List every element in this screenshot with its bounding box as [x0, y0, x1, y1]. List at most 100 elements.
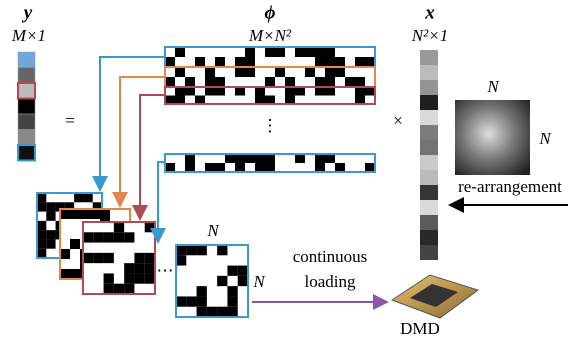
matrix-cell: [185, 77, 195, 87]
matrix-cell: [255, 96, 265, 105]
pattern-cell: [197, 286, 207, 296]
pattern-cell: [70, 269, 80, 279]
matrix-cell: [315, 87, 325, 96]
pattern-cell: [227, 286, 237, 296]
matrix-cell: [175, 87, 185, 96]
matrix-cell: [245, 154, 255, 163]
x-cell: [420, 80, 438, 95]
matrix-cell: [235, 57, 245, 67]
phi-symbol: ϕ: [265, 2, 276, 23]
pattern-dots: ⋯: [157, 261, 174, 280]
pattern-cell: [124, 263, 134, 273]
matrix-cell: [175, 67, 185, 77]
matrix-cell: [265, 77, 275, 87]
pattern-cell: [227, 296, 237, 306]
x-symbol: x: [424, 2, 435, 23]
x-cell: [420, 170, 438, 185]
matrix-cell: [245, 47, 255, 57]
matrix-cell: [265, 154, 275, 163]
matrix-cell: [165, 163, 175, 172]
pattern-cell: [134, 273, 144, 283]
pattern-cell: [145, 253, 155, 263]
pattern-cell: [145, 263, 155, 273]
pattern-cell: [145, 222, 155, 232]
matrix-cell: [295, 47, 305, 57]
x-cell: [420, 125, 438, 140]
pattern-cell: [74, 193, 83, 202]
matrix-cell: [255, 163, 265, 172]
pattern-cell: [104, 273, 114, 283]
matrix-cell: [195, 96, 205, 105]
page: {"y_vector":{"symbol":"y","size":"M×1"},…: [0, 0, 571, 344]
pattern-cell: [60, 249, 70, 259]
pattern-cell: [124, 232, 134, 242]
pattern-cell: [186, 245, 196, 255]
pattern-cell: [114, 284, 124, 294]
pattern-n-top: N: [206, 221, 220, 240]
image-n-right: N: [538, 129, 552, 148]
matrix-cell: [345, 77, 355, 87]
matrix-cell: [205, 77, 215, 87]
pattern-cell: [80, 209, 90, 219]
matrix-cell: [355, 77, 365, 87]
y-cell: [18, 114, 35, 130]
pattern-cell: [46, 239, 55, 248]
matrix-cell: [355, 87, 365, 96]
matrix-cell: [355, 57, 365, 67]
pattern-cell: [37, 193, 46, 202]
pattern-cell: [60, 269, 70, 279]
pattern-cell: [46, 202, 55, 211]
matrix-cell: [275, 47, 285, 57]
loading-line2: loading: [305, 272, 356, 291]
equals: =: [65, 111, 75, 130]
matrix-cell: [365, 163, 375, 172]
matrix-cell: [315, 47, 325, 57]
pattern-cell: [238, 276, 248, 286]
matrix-cell: [335, 67, 345, 77]
matrix-cell: [325, 154, 335, 163]
matrix-cell: [245, 67, 255, 77]
matrix-cell: [305, 67, 315, 77]
pattern-cell: [186, 296, 196, 306]
pattern-cell: [93, 232, 103, 242]
pattern-cell: [37, 221, 46, 230]
y-cell: [18, 99, 35, 115]
image-n-top: N: [486, 77, 500, 96]
matrix-cell: [235, 87, 245, 96]
dmd-label: DMD: [400, 319, 440, 338]
pattern-cell: [217, 245, 227, 255]
x-cell: [420, 230, 438, 245]
matrix-cell: [265, 47, 275, 57]
x-cell: [420, 185, 438, 200]
x-cell: [420, 140, 438, 155]
matrix-cell: [335, 163, 345, 172]
y-symbol: y: [22, 2, 33, 23]
matrix-cell: [295, 87, 305, 96]
matrix-cell: [205, 67, 215, 77]
matrix-cell: [325, 57, 335, 67]
matrix-cell: [165, 77, 175, 87]
x-cell: [420, 65, 438, 80]
matrix-cell: [275, 67, 285, 77]
rearrangement-label: re-arrangement: [458, 177, 562, 196]
pattern-cell: [46, 212, 55, 221]
pattern-cell: [124, 284, 134, 294]
matrix-cell: [365, 57, 375, 67]
pattern-cell: [227, 307, 237, 317]
matrix-cell: [335, 57, 345, 67]
matrix-cell: [185, 163, 195, 172]
pattern-cell: [197, 245, 207, 255]
matrix-cell: [185, 87, 195, 96]
x-cell: [420, 155, 438, 170]
loading-line1: continuous: [293, 247, 368, 266]
matrix-cell: [295, 154, 305, 163]
pattern-cell: [217, 307, 227, 317]
pattern-cell: [70, 209, 80, 219]
matrix-dots: ⋮: [262, 116, 279, 135]
matrix-cell: [365, 87, 375, 96]
pattern-cell: [217, 276, 227, 286]
x-size: N²×1: [411, 26, 448, 45]
matrix-cell: [315, 77, 325, 87]
pattern-cell: [37, 202, 46, 211]
matrix-cell: [235, 67, 245, 77]
